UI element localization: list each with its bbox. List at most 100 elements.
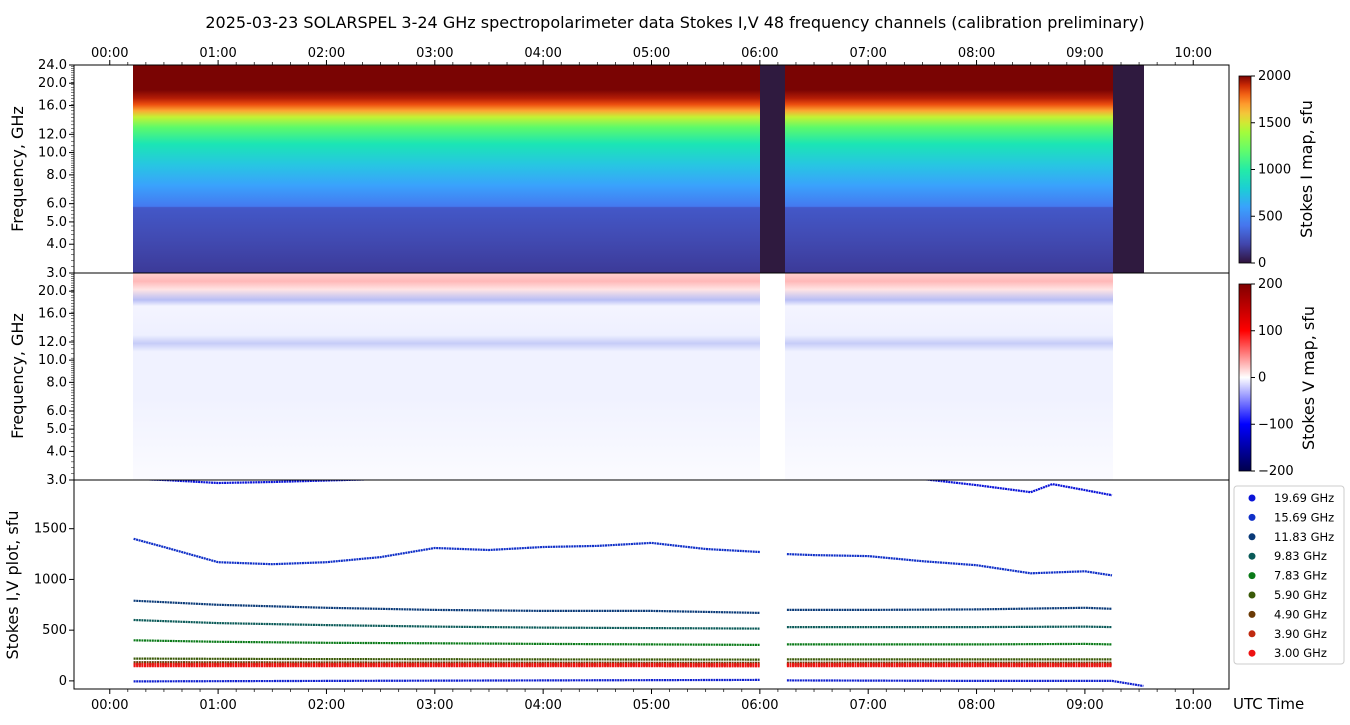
series-line-1 (786, 553, 1113, 577)
stokes-i-ylabel: Frequency, GHz (8, 106, 27, 232)
stokes-i-cb-tick-label: 2000 (1258, 69, 1291, 84)
bottom-time-tick-label: 01:00 (199, 698, 236, 713)
stokes-iv-ytick-label: 1500 (34, 522, 67, 537)
bottom-time-tick-label: 05:00 (633, 698, 670, 713)
stokes-i-colorbar-label: Stokes I map, sfu (1297, 100, 1316, 238)
top-time-tick-label: 10:00 (1175, 46, 1212, 61)
legend-label: 3.00 GHz (1274, 646, 1327, 660)
series-line-9 (133, 678, 760, 683)
stokes-i-colorbar-scale (1238, 75, 1252, 264)
bottom-time-tick-label: 10:00 (1175, 698, 1212, 713)
top-time-tick-label: 00:00 (91, 46, 128, 61)
stokes-v-ytick-label: 4.0 (46, 444, 67, 459)
bottom-time-tick-label: 06:00 (741, 698, 778, 713)
bottom-time-tick-label: 00:00 (91, 698, 128, 713)
top-time-tick-label: 08:00 (958, 46, 995, 61)
stokes-v-cb-tick-label: 200 (1258, 277, 1283, 292)
stokes-v-ytick-label: 12.0 (38, 335, 67, 350)
stokes-v-ytick-label: 5.0 (46, 422, 67, 437)
series-line-3 (133, 618, 760, 630)
series-line-1 (133, 537, 760, 566)
stokes-i-cb-tick-label: 0 (1258, 256, 1266, 271)
series-line-4 (786, 642, 1113, 646)
stokes-iv-series (133, 480, 1144, 688)
stokes-v-colorbar: 200 100 0 −100 −200 Stokes V map, sfu (1238, 277, 1318, 479)
stokes-iv-panel: Stokes I,V plot, sfu 0 500 1000 1500 UTC Ti… (3, 479, 1304, 713)
series-line-2 (786, 606, 1113, 611)
stokes-i-ytick-label: 3.0 (46, 266, 67, 281)
stokes-v-colorbar-ticks: 200 100 0 −100 −200 (1251, 277, 1294, 479)
legend-marker (1248, 494, 1256, 502)
stokes-iv-ytick-label: 0 (59, 674, 67, 689)
series-line-5 (133, 657, 760, 661)
stokes-i-cb-tick-label: 500 (1258, 209, 1283, 224)
series-line-0 (922, 480, 1113, 497)
utc-time-label: UTC Time (1233, 695, 1304, 713)
series-line-4 (133, 639, 760, 646)
legend-label: 9.83 GHz (1274, 549, 1327, 563)
top-time-tick-label: 03:00 (416, 46, 453, 61)
legend-box (1233, 485, 1345, 665)
figure-title: 2025-03-23 SOLARSPEL 3-24 GHz spectropol… (205, 13, 1144, 32)
top-time-tick-label: 07:00 (849, 46, 886, 61)
stokes-i-heatmap-band-b (785, 65, 1113, 273)
stokes-i-ytick-label: 20.0 (38, 76, 67, 91)
top-time-tick-label: 04:00 (524, 46, 561, 61)
legend-marker (1248, 513, 1256, 521)
stokes-i-ytick-label: 10.0 (38, 146, 67, 161)
stokes-v-colorbar-scale (1238, 283, 1252, 472)
top-time-tick-label: 01:00 (199, 46, 236, 61)
top-time-axis: 00:00 01:00 02:00 03:00 04:00 05:00 06:00 07:00… (91, 46, 1212, 65)
stokes-v-ytick-label: 10.0 (38, 353, 67, 368)
stokes-i-ytick-label: 8.0 (46, 168, 67, 183)
top-time-tick-label: 02:00 (308, 46, 345, 61)
stokes-v-cb-tick-label: 100 (1258, 324, 1283, 339)
stokes-i-ytick-label: 24.0 (38, 58, 67, 73)
legend-marker (1248, 552, 1256, 560)
stokes-v-ytick-label: 16.0 (38, 306, 67, 321)
stokes-iv-frame (73, 479, 1230, 690)
stokes-v-panel: Frequency, GHz 3.0 4.0 5.0 6.0 8.0 10.0 12.0 16… (8, 272, 1230, 488)
stokes-i-heatmap-band-a (133, 65, 760, 273)
stokes-v-cb-tick-label: −100 (1258, 417, 1294, 432)
stokes-v-ylabel: Frequency, GHz (8, 313, 27, 439)
legend-label: 19.69 GHz (1274, 491, 1334, 505)
stokes-i-gap-2 (1113, 65, 1144, 273)
top-time-tick-label: 09:00 (1066, 46, 1103, 61)
series-line-9 (786, 679, 1144, 688)
bottom-time-tick-label: 04:00 (524, 698, 561, 713)
bottom-time-tick-label: 09:00 (1066, 698, 1103, 713)
stokes-iv-ylabel: Stokes I,V plot, sfu (3, 511, 22, 660)
bottom-time-tick-label: 07:00 (849, 698, 886, 713)
stokes-v-cb-tick-label: −200 (1258, 464, 1294, 479)
stokes-v-heatmap-band-a (133, 273, 760, 480)
legend-label: 5.90 GHz (1274, 588, 1327, 602)
stokes-i-ytick-label: 12.0 (38, 127, 67, 142)
stokes-iv-ytick-label: 1000 (34, 572, 67, 587)
stokes-v-ytick-label: 6.0 (46, 404, 67, 419)
stokes-i-cb-tick-label: 1500 (1258, 116, 1291, 131)
legend-marker (1248, 572, 1256, 580)
legend-marker (1248, 610, 1256, 618)
legend-label: 11.83 GHz (1274, 530, 1334, 544)
legend-marker (1248, 630, 1256, 638)
bottom-time-tick-label: 08:00 (958, 698, 995, 713)
stokes-i-colorbar: 0 500 1000 1500 2000 Stokes I map, sfu (1238, 69, 1316, 271)
stokes-i-yticks: 3.0 4.0 5.0 6.0 8.0 10.0 12.0 16.0 20.0 24.0 (38, 58, 74, 281)
stokes-i-ytick-label: 5.0 (46, 215, 67, 230)
legend-marker (1248, 649, 1256, 657)
top-time-tick-label: 06:00 (741, 46, 778, 61)
bottom-time-tick-label: 02:00 (308, 698, 345, 713)
stokes-iv-ytick-label: 500 (42, 623, 67, 638)
bottom-time-axis: 00:00 01:00 02:00 03:00 04:00 05:00 06:00 07:00… (91, 689, 1212, 713)
legend-marker (1248, 591, 1256, 599)
legend-label: 4.90 GHz (1274, 607, 1327, 621)
stokes-i-panel: Frequency, GHz 3.0 4.0 5.0 6.0 8.0 10.0 12.0 16… (8, 58, 1230, 281)
stokes-v-heatmap-band-b (785, 273, 1113, 480)
stokes-v-ytick-label: 3.0 (46, 473, 67, 488)
stokes-v-colorbar-label: Stokes V map, sfu (1299, 306, 1318, 450)
legend-items: 19.69 GHz 15.69 GHz 11.83 GHz 9.83 GHz 7.83 … (1248, 491, 1334, 660)
stokes-iv-yticks: 0 500 1000 1500 (34, 522, 74, 689)
legend-marker (1248, 533, 1256, 541)
